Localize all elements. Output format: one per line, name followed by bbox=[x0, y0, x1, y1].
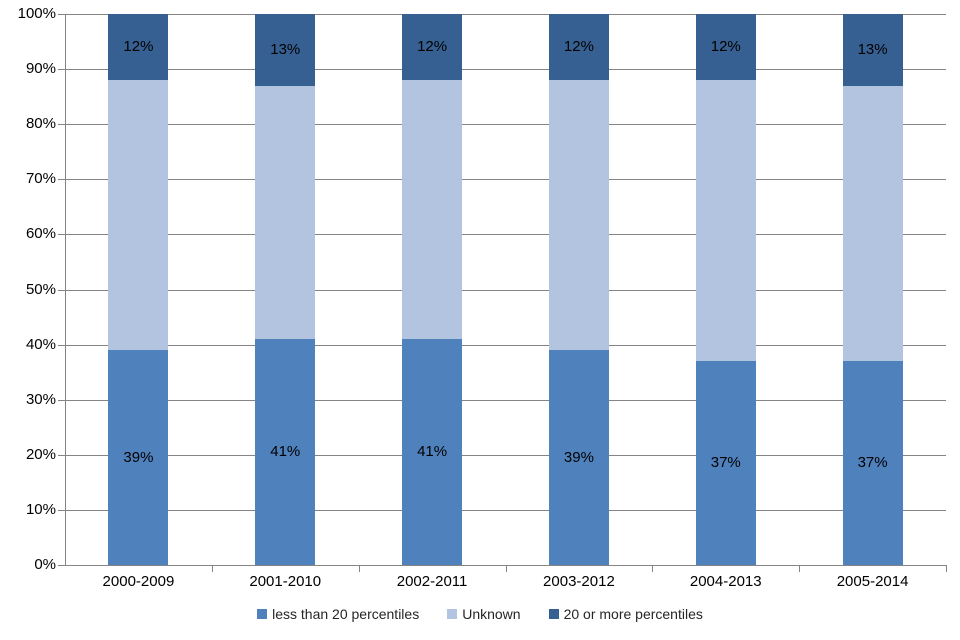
x-axis-tick-label: 2002-2011 bbox=[396, 573, 468, 590]
gridline bbox=[65, 124, 946, 126]
y-axis-tick bbox=[58, 454, 65, 456]
bar-data-label: 39% bbox=[563, 448, 594, 466]
y-axis-tick-label: 80% bbox=[25, 115, 56, 133]
bar-segment-less-than-20-percentiles bbox=[548, 350, 609, 565]
legend-marker-icon bbox=[548, 609, 559, 619]
y-axis-tick bbox=[58, 124, 65, 126]
bar-segment-unknown bbox=[842, 85, 903, 362]
bar-segment-20-or-more-percentiles bbox=[255, 14, 316, 86]
y-axis-tick bbox=[58, 399, 65, 401]
gridline bbox=[65, 14, 946, 15]
bar-segment-less-than-20-percentiles bbox=[402, 339, 463, 565]
y-axis-tick bbox=[58, 234, 65, 236]
bar-segment-less-than-20-percentiles bbox=[255, 339, 316, 565]
bar-data-label: 13% bbox=[857, 40, 888, 58]
x-axis-tick bbox=[358, 565, 360, 572]
bar-segment-unknown bbox=[255, 85, 316, 340]
bar-segment-20-or-more-percentiles bbox=[108, 14, 169, 81]
gridline bbox=[65, 344, 946, 346]
y-axis-tick bbox=[58, 289, 65, 291]
bar-data-label: 37% bbox=[710, 454, 741, 472]
bar-data-label: 12% bbox=[417, 38, 448, 56]
bar-data-label: 12% bbox=[710, 38, 741, 56]
y-axis-tick-label: 90% bbox=[25, 60, 56, 78]
x-axis-tick bbox=[799, 565, 801, 572]
bar-segment-unknown bbox=[695, 80, 756, 362]
gridline bbox=[65, 509, 946, 511]
x-axis-tick-label: 2005-2014 bbox=[836, 573, 909, 590]
bar-segment-20-or-more-percentiles bbox=[842, 14, 903, 86]
y-axis-tick bbox=[58, 69, 65, 71]
y-axis-tick bbox=[58, 14, 65, 15]
x-axis-tick-label: 2004-2013 bbox=[689, 573, 762, 590]
y-axis-tick-label: 40% bbox=[25, 335, 56, 353]
y-axis-tick-label: 10% bbox=[25, 500, 56, 518]
y-axis-tick-label: 20% bbox=[25, 445, 56, 463]
legend: less than 20 percentiles Unknown 20 or mor… bbox=[0, 606, 960, 622]
x-axis-tick-label: 2000-2009 bbox=[102, 573, 175, 590]
y-axis-tick-label: 50% bbox=[25, 280, 56, 298]
bar-data-label: 41% bbox=[417, 443, 448, 461]
bar-segment-20-or-more-percentiles bbox=[695, 14, 756, 81]
gridline bbox=[65, 234, 946, 236]
x-axis-tick bbox=[505, 565, 507, 572]
bar-segment-unknown bbox=[548, 80, 609, 351]
gridline bbox=[65, 69, 946, 71]
legend-item-20-or-more-percentiles: 20 or more percentiles bbox=[548, 606, 703, 622]
y-axis-tick-label: 30% bbox=[25, 390, 56, 408]
bar-segment-less-than-20-percentiles bbox=[108, 350, 169, 565]
bar-segment-less-than-20-percentiles bbox=[695, 361, 756, 565]
y-axis-tick-label: 60% bbox=[25, 225, 56, 243]
bar-data-label: 12% bbox=[563, 38, 594, 56]
legend-item-unknown: Unknown bbox=[447, 606, 521, 622]
y-axis-tick bbox=[58, 344, 65, 346]
y-axis-tick bbox=[58, 509, 65, 511]
legend-marker-icon bbox=[257, 609, 268, 619]
bar-segment-unknown bbox=[108, 80, 169, 351]
bar-data-label: 41% bbox=[270, 443, 301, 461]
y-axis-line bbox=[65, 14, 66, 565]
y-axis-tick-label: 70% bbox=[25, 170, 56, 188]
y-axis-tick-label: 0% bbox=[34, 556, 56, 573]
gridline bbox=[65, 454, 946, 456]
bar-segment-20-or-more-percentiles bbox=[402, 14, 463, 81]
y-axis-tick-label: 100% bbox=[17, 5, 56, 22]
bar-data-label: 13% bbox=[270, 40, 301, 58]
x-axis-tick bbox=[211, 565, 213, 572]
bar-data-label: 39% bbox=[123, 448, 154, 466]
gridline bbox=[65, 179, 946, 181]
bar-segment-unknown bbox=[402, 80, 463, 340]
x-axis-tick-label: 2003-2012 bbox=[543, 573, 615, 590]
gridline bbox=[65, 289, 946, 291]
bar-data-label: 37% bbox=[857, 454, 888, 472]
x-axis-tick bbox=[946, 565, 947, 572]
gridline bbox=[65, 399, 946, 401]
legend-label: less than 20 percentiles bbox=[272, 606, 420, 622]
x-axis-tick bbox=[652, 565, 654, 572]
bar-data-label: 12% bbox=[123, 38, 154, 56]
bar-segment-less-than-20-percentiles bbox=[842, 361, 903, 565]
y-axis-tick bbox=[58, 179, 65, 181]
x-axis-tick-label: 2001-2010 bbox=[249, 573, 322, 590]
legend-item-less-than-20-percentiles: less than 20 percentiles bbox=[257, 606, 419, 622]
bar-segment-20-or-more-percentiles bbox=[548, 14, 609, 81]
legend-marker-icon bbox=[447, 609, 458, 619]
x-axis-line bbox=[65, 565, 946, 566]
y-axis-tick bbox=[58, 565, 65, 566]
legend-label: 20 or more percentiles bbox=[563, 606, 703, 622]
legend-label: Unknown bbox=[462, 606, 521, 622]
